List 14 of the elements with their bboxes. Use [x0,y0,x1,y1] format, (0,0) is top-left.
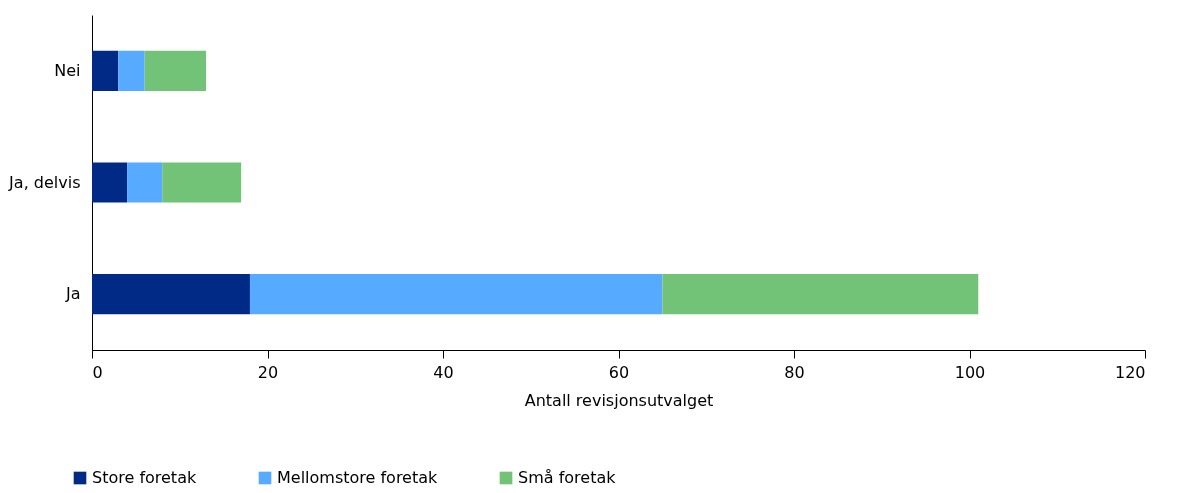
x-tick-label: 120 [1114,362,1146,382]
y-tick-label: Ja [64,284,81,304]
x-axis-title: Antall revisjonsutvalget [524,390,714,410]
x-tick-label: 100 [954,362,986,382]
y-tick-label: Ja, delvis [8,172,81,192]
x-tick-label: 80 [784,362,805,382]
x-tick-label: 40 [433,362,454,382]
x-tick-label: 20 [257,362,279,382]
legend-label: Store foretak [92,468,197,487]
legend-label: Mellomstore foretak [277,468,439,487]
x-tick-label: 0 [92,362,103,382]
legend-label: Små foretak [518,468,617,487]
x-tick-label: 60 [608,362,630,382]
y-tick-label: Nei [54,60,81,80]
